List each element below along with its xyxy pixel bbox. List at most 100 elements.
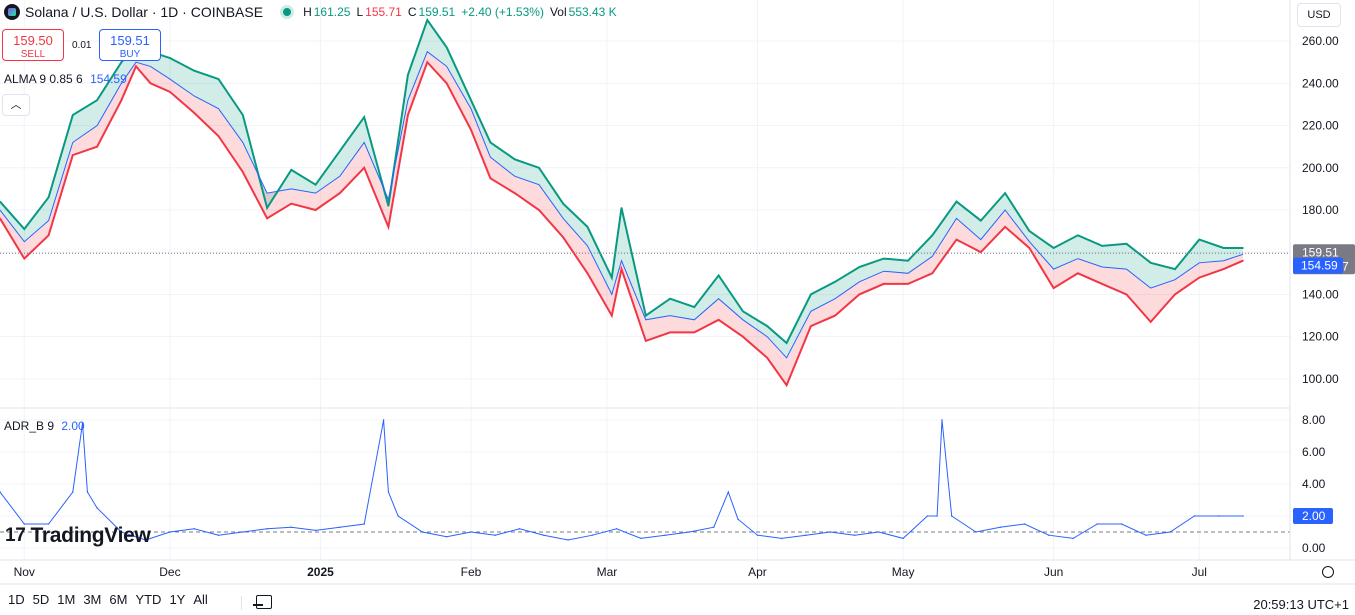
chevron-up-icon: ︿	[10, 99, 22, 111]
high-point	[1149, 261, 1152, 264]
adr-point	[339, 526, 341, 528]
toolbar-separator	[241, 596, 242, 610]
high-point	[120, 61, 123, 64]
adr-point	[591, 534, 594, 536]
low-point	[169, 90, 171, 93]
high-band-segment	[563, 203, 588, 246]
buy-label: BUY	[119, 49, 141, 60]
alma-legend[interactable]: ALMA 9 0.85 6 154.59	[4, 72, 127, 86]
low-point	[217, 135, 220, 137]
high-point	[1242, 247, 1244, 249]
low-point	[23, 257, 26, 260]
low-point	[1101, 283, 1103, 285]
high-point	[931, 234, 934, 237]
high-band-segment	[1029, 231, 1054, 270]
price-tick-label: 260.00	[1302, 34, 1339, 48]
collapse-legend-button[interactable]: ︿	[2, 94, 30, 116]
buy-button[interactable]: 159.51 BUY	[99, 29, 161, 61]
low-point	[834, 314, 836, 317]
low-point	[785, 384, 788, 387]
low-band-segment	[1223, 254, 1243, 270]
low-point	[610, 314, 613, 317]
time-tick-label: May	[892, 565, 915, 579]
high-point	[1052, 247, 1055, 249]
low-band-segment	[587, 245, 612, 316]
time-tick-label: Jul	[1192, 565, 1207, 579]
tradingview-logo[interactable]: 17 TradingView	[5, 524, 151, 548]
low-band-segment	[810, 298, 836, 327]
adr-point	[144, 539, 147, 541]
high-point	[620, 207, 623, 209]
range-5d[interactable]: 5D	[32, 592, 50, 607]
low-band-segment	[169, 79, 195, 113]
adr-point	[1120, 523, 1123, 525]
adr-point	[926, 515, 929, 517]
currency-selector[interactable]: USD	[1297, 3, 1341, 27]
low-point	[339, 192, 341, 194]
adr-point	[96, 507, 98, 509]
adr-point	[266, 528, 268, 530]
adr-point	[713, 526, 715, 528]
time-range-bar: 1D 5D 1M 3M 6M YTD 1Y All	[0, 592, 208, 607]
clock[interactable]: 20:59:13 UTC+1	[1253, 597, 1349, 612]
low-value: 155.71	[365, 5, 402, 19]
high-point	[785, 342, 788, 344]
high-point	[426, 19, 429, 21]
low-band-segment	[339, 142, 365, 194]
low-band-segment	[767, 336, 787, 386]
time-tick-label: Nov	[14, 565, 35, 579]
low-point	[717, 318, 720, 321]
alma-name: ALMA 9 0.85 6	[4, 72, 83, 86]
alma-price-label: 154.59	[1301, 259, 1338, 273]
low-band-segment	[1053, 258, 1078, 289]
high-band-segment	[1053, 235, 1078, 270]
range-6m[interactable]: 6M	[109, 592, 128, 607]
high-band-segment	[315, 150, 340, 194]
adr-point	[853, 534, 856, 536]
adr-name: ADR_B 9	[4, 419, 55, 433]
low-point	[693, 331, 696, 334]
range-1d[interactable]: 1D	[8, 592, 25, 607]
adr-point	[1023, 523, 1026, 525]
range-ytd[interactable]: YTD	[135, 592, 162, 607]
price-axis[interactable]: 260.00240.00220.00200.00180.00160.00140.…	[1293, 34, 1355, 555]
symbol-title[interactable]: Solana / U.S. Dollar · 1D · COINBASE	[25, 4, 264, 20]
gear-icon[interactable]	[1322, 566, 1334, 578]
high-point	[858, 266, 861, 268]
adr-point	[737, 518, 739, 520]
sell-button[interactable]: 159.50 SELL	[2, 29, 64, 61]
solana-logo-icon	[4, 4, 20, 20]
high-label: H	[303, 5, 312, 19]
low-point	[669, 331, 671, 334]
adr-point	[805, 534, 807, 536]
low-band-segment	[97, 83, 122, 147]
high-point	[445, 46, 448, 49]
calendar-goto-icon[interactable]	[253, 595, 272, 609]
adr-point	[727, 491, 730, 493]
logo-text: TradingView	[30, 524, 151, 547]
adr-point	[421, 531, 424, 533]
adr-legend[interactable]: ADR_B 9 2.00	[4, 419, 85, 433]
price-tick-label: 220.00	[1302, 119, 1339, 133]
range-3m[interactable]: 3M	[83, 592, 102, 607]
main-pane-grid	[0, 0, 1290, 560]
adr-point	[470, 531, 472, 533]
high-point	[907, 259, 909, 262]
high-point	[644, 314, 647, 317]
high-band-segment	[1102, 243, 1127, 270]
high-band-segment	[587, 226, 612, 295]
low-point	[135, 65, 137, 68]
range-1m[interactable]: 1M	[57, 592, 76, 607]
time-axis[interactable]: Nov Dec 2025 Feb Mar Apr May Jun Jul	[14, 565, 1207, 579]
high-point	[1198, 238, 1201, 241]
adr-point	[72, 491, 74, 493]
adr-point	[23, 523, 25, 525]
low-point	[1242, 259, 1244, 262]
high-band-segment	[718, 275, 743, 320]
adr-point	[781, 537, 783, 540]
range-1y[interactable]: 1Y	[169, 592, 186, 607]
range-all[interactable]: All	[193, 592, 208, 607]
adr-point	[1218, 515, 1220, 517]
low-band-segment	[427, 51, 447, 84]
